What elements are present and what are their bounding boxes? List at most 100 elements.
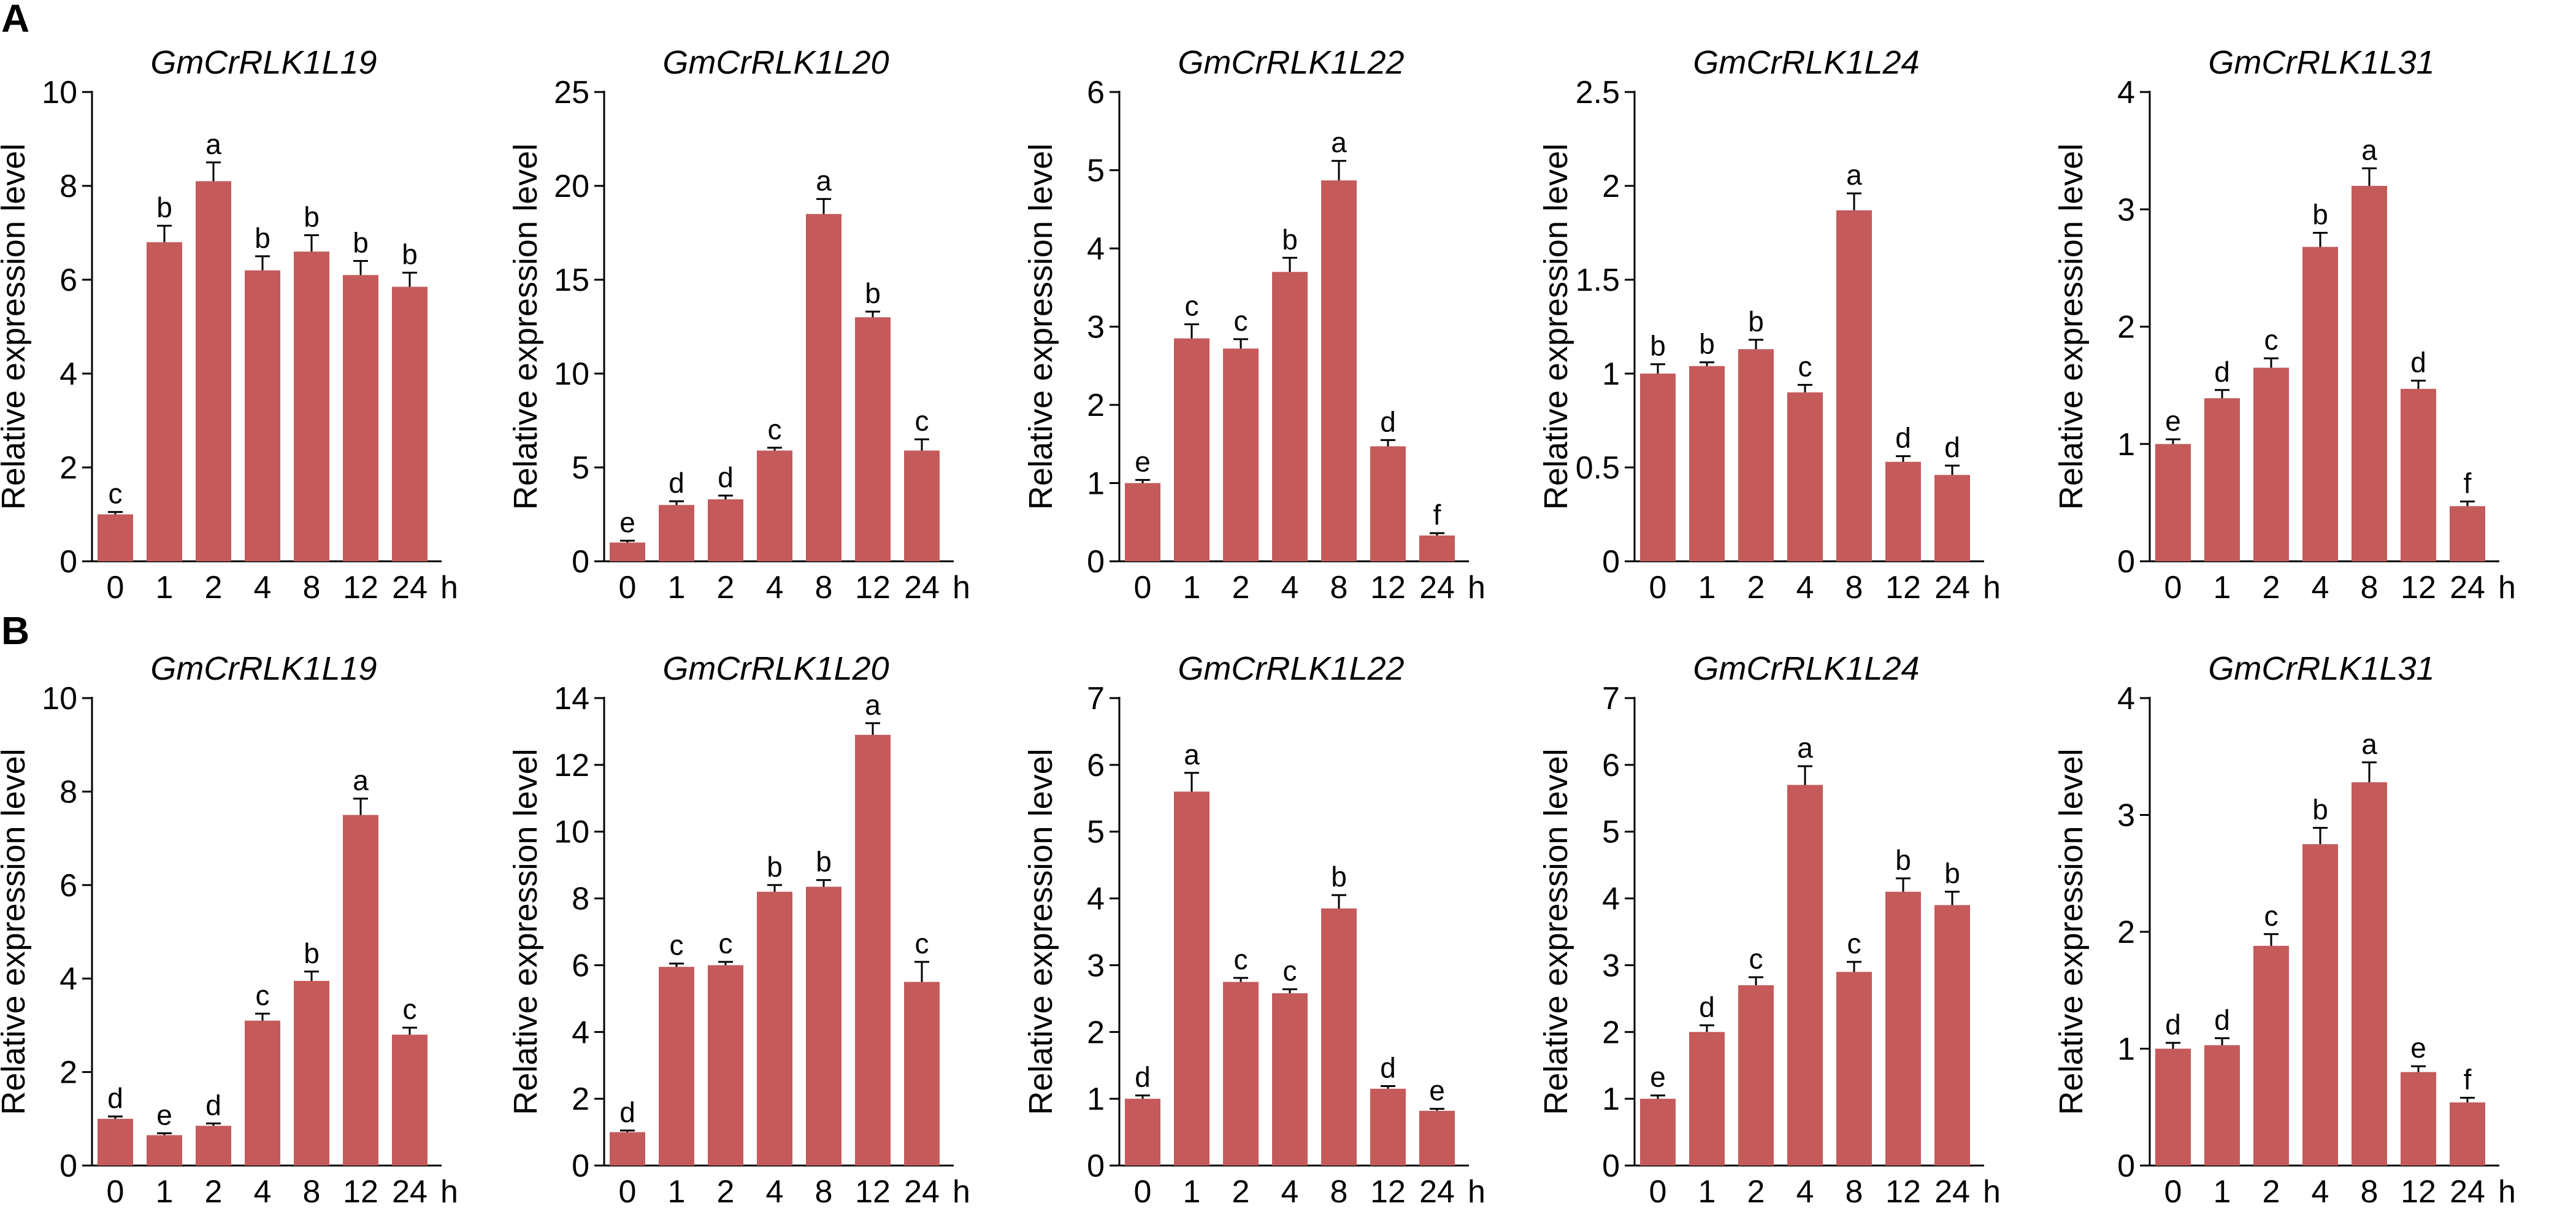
significance-letter: f <box>2464 1064 2472 1096</box>
y-axis-label: Relative expression level <box>0 748 32 1115</box>
y-tick-label: 6 <box>59 263 77 298</box>
bar <box>1419 535 1455 561</box>
y-tick-label: 0 <box>59 544 77 580</box>
significance-letter: c <box>256 979 270 1011</box>
y-tick-label: 12 <box>554 748 589 783</box>
bar <box>659 967 694 1166</box>
bar <box>2450 1102 2485 1166</box>
bar <box>245 1020 280 1166</box>
y-tick-label: 3 <box>2117 192 2135 228</box>
x-tick-label: 1 <box>156 570 174 605</box>
significance-letter: c <box>719 928 733 959</box>
bar <box>1738 985 1774 1166</box>
bar <box>2204 398 2240 561</box>
x-tick-label: 4 <box>766 1174 784 1210</box>
significance-letter: d <box>1944 431 1960 463</box>
x-tick-label: 0 <box>619 1174 637 1210</box>
x-tick-label: 8 <box>815 570 833 605</box>
significance-letter: a <box>816 164 832 196</box>
x-unit-label: h <box>1468 570 1485 605</box>
x-tick-label: 1 <box>668 570 686 605</box>
x-tick-label: 0 <box>619 570 637 605</box>
bar <box>1321 908 1357 1166</box>
x-tick-label: 4 <box>2312 570 2329 605</box>
bar <box>2302 247 2338 561</box>
bar <box>147 1135 182 1166</box>
x-tick-label: 4 <box>254 570 272 605</box>
bar <box>1419 1110 1455 1166</box>
x-tick-label: 0 <box>2164 1174 2182 1210</box>
y-tick-label: 2 <box>1602 1015 1620 1050</box>
chart-title: GmCrRLK1L20 <box>662 650 889 687</box>
bar <box>392 1034 427 1166</box>
significance-letter: d <box>669 467 684 499</box>
x-tick-label: 8 <box>1330 570 1348 605</box>
x-tick-label: 4 <box>1796 1174 1814 1210</box>
bar <box>708 965 743 1166</box>
significance-letter: b <box>1748 305 1764 337</box>
y-tick-label: 2 <box>2117 310 2135 345</box>
x-tick-label: 8 <box>303 570 321 605</box>
significance-letter: b <box>304 201 320 232</box>
bar <box>1640 1099 1676 1166</box>
x-tick-label: 12 <box>343 1174 378 1210</box>
significance-letter: d <box>718 461 734 493</box>
y-axis-label: Relative expression level <box>507 748 544 1115</box>
significance-letter: c <box>2264 900 2279 932</box>
significance-letter: c <box>670 929 684 961</box>
significance-letter: c <box>1283 955 1297 987</box>
y-tick-label: 4 <box>572 1015 589 1050</box>
y-tick-label: 3 <box>1602 948 1620 983</box>
y-tick-label: 5 <box>1602 815 1620 850</box>
chart-title: GmCrRLK1L19 <box>150 650 377 687</box>
bar <box>1272 993 1308 1166</box>
x-tick-label: 2 <box>205 570 223 605</box>
y-tick-label: 2 <box>1087 388 1105 423</box>
bar <box>757 891 792 1166</box>
significance-letter: b <box>402 239 418 271</box>
y-axis-label: Relative expression level <box>1022 748 1059 1115</box>
bar <box>2253 945 2289 1166</box>
y-tick-label: 3 <box>2117 798 2135 834</box>
y-tick-label: 1.5 <box>1576 263 1620 298</box>
significance-letter: c <box>915 928 929 959</box>
bar <box>343 815 378 1166</box>
chart-title: GmCrRLK1L31 <box>2208 650 2434 687</box>
significance-letter: c <box>915 405 929 437</box>
y-tick-label: 2 <box>59 450 77 486</box>
x-tick-label: 4 <box>766 570 784 605</box>
significance-letter: b <box>353 226 369 258</box>
x-tick-label: 1 <box>1698 570 1716 605</box>
x-tick-label: 2 <box>205 1174 223 1210</box>
significance-letter: d <box>2214 356 2230 388</box>
x-tick-label: 0 <box>1134 570 1152 605</box>
y-tick-label: 6 <box>572 948 589 983</box>
y-tick-label: 7 <box>1602 681 1620 716</box>
y-tick-label: 2.5 <box>1576 75 1620 110</box>
x-tick-label: 0 <box>1649 570 1667 605</box>
bar <box>1370 1088 1406 1166</box>
significance-letter: d <box>2165 1008 2181 1040</box>
significance-letter: b <box>1944 858 1960 889</box>
significance-letter: f <box>1433 499 1441 531</box>
y-tick-label: 2 <box>1602 169 1620 204</box>
significance-letter: e <box>1135 445 1151 477</box>
chart-title: GmCrRLK1L22 <box>1178 650 1404 687</box>
bar <box>2450 506 2485 561</box>
x-tick-label: 4 <box>1281 570 1299 605</box>
significance-letter: a <box>205 128 221 160</box>
bar <box>1787 392 1823 561</box>
bar <box>2155 444 2191 561</box>
x-tick-label: 12 <box>1370 570 1406 605</box>
x-tick-label: 2 <box>1232 1174 1250 1210</box>
x-tick-label: 12 <box>343 570 378 605</box>
bar <box>196 181 231 562</box>
bar <box>1125 1099 1160 1166</box>
y-tick-label: 3 <box>1087 310 1105 345</box>
x-tick-label: 8 <box>1846 570 1863 605</box>
x-tick-label: 2 <box>1747 570 1765 605</box>
x-tick-label: 8 <box>2361 1174 2379 1210</box>
bar <box>855 734 891 1166</box>
